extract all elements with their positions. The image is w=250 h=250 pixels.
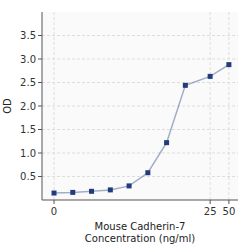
marker xyxy=(208,74,213,79)
y-tick-label: 3.5 xyxy=(20,30,36,41)
y-tick xyxy=(38,176,42,177)
y-grid-line xyxy=(42,59,238,60)
y-tick xyxy=(38,153,42,154)
x-tick-label: 0 xyxy=(51,206,57,217)
data xyxy=(52,62,232,195)
x-grid-line xyxy=(210,12,211,200)
marker xyxy=(89,189,94,194)
y-tick xyxy=(38,82,42,83)
y-tick-label: 1.5 xyxy=(20,124,36,135)
marker xyxy=(52,191,57,196)
y-tick xyxy=(38,129,42,130)
y-tick-label: 2.0 xyxy=(20,101,36,112)
plot-area xyxy=(42,12,238,200)
x-grid-line xyxy=(228,12,229,200)
y-axis-line xyxy=(42,12,43,200)
y-tick xyxy=(38,35,42,36)
x-tick-label: 50 xyxy=(223,206,236,217)
marker xyxy=(226,62,231,67)
y-grid-line xyxy=(42,106,238,107)
x-tick xyxy=(54,200,55,204)
x-tick-label: 25 xyxy=(204,206,217,217)
line xyxy=(54,65,229,193)
marker xyxy=(145,170,150,175)
chart: 0.5 1.0 1.5 2.0 2.5 3.0 3.5 0 25 50 Mouse Cadherin… xyxy=(0,0,250,250)
x-axis-line xyxy=(42,200,238,201)
y-grid-line xyxy=(42,176,238,177)
marker xyxy=(70,190,75,195)
marker xyxy=(127,183,132,188)
y-axis-label: OD xyxy=(2,98,13,114)
grid xyxy=(42,12,238,200)
y-grid-line xyxy=(42,129,238,130)
y-tick-label: 3.0 xyxy=(20,54,36,65)
marker xyxy=(108,187,113,192)
axes: 0.5 1.0 1.5 2.0 2.5 3.0 3.5 0 25 50 xyxy=(20,12,238,217)
y-tick xyxy=(38,59,42,60)
y-tick-label: 0.5 xyxy=(20,171,36,182)
y-grid-line xyxy=(42,153,238,154)
y-tick-label: 1.0 xyxy=(20,148,36,159)
x-grid-line xyxy=(54,12,55,200)
y-tick-label: 2.5 xyxy=(20,77,36,88)
y-tick xyxy=(38,106,42,107)
marker xyxy=(164,140,169,145)
x-axis-label: Mouse Cadherin-7Concentration (ng/ml) xyxy=(85,221,195,244)
x-tick xyxy=(228,200,229,204)
y-grid-line xyxy=(42,35,238,36)
y-grid-line xyxy=(42,82,238,83)
x-tick xyxy=(210,200,211,204)
marker xyxy=(183,83,188,88)
